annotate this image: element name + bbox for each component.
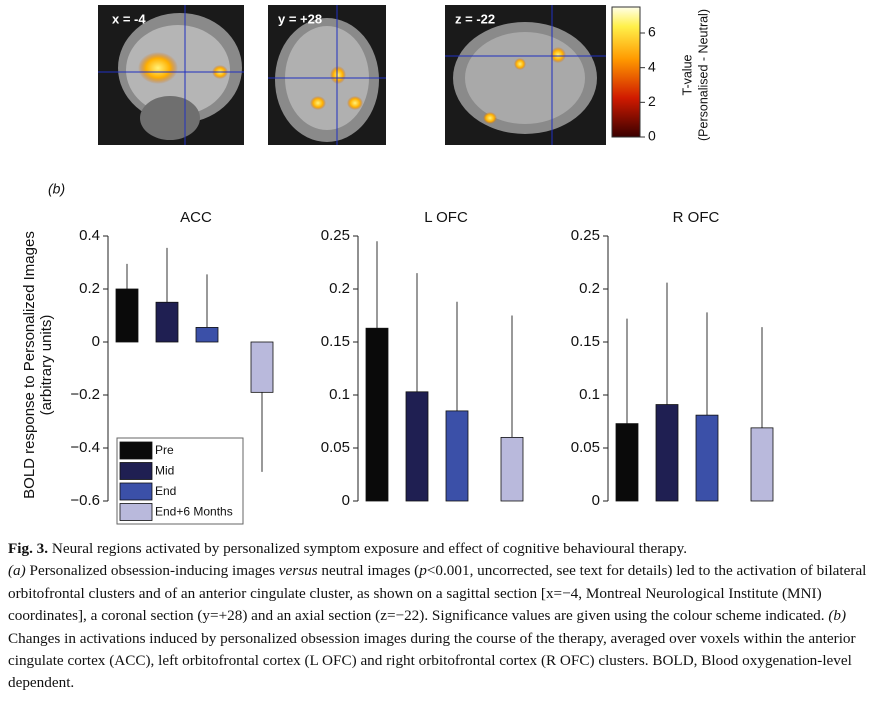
figure: x = -4 y = +28 z = -22 T-value (Personal… [21,5,774,525]
bar [695,414,719,502]
caption: Fig. 3. Neural regions activated by pers… [8,538,874,695]
caption-text: neutral images ( [317,562,420,580]
caption-title: Fig. 3. Neural regions activated by pers… [8,538,874,560]
y-tick-label: 0 [592,492,600,509]
y-axis-label: (arbitrary units) [38,315,55,416]
slice-label: y = +28 [278,11,322,26]
y-tick-label: 0 [92,333,100,350]
y-tick-label: 0.1 [329,386,350,403]
bar [115,288,139,343]
y-tick-label: 0.05 [321,439,350,456]
legend-swatch [119,503,153,521]
bar [195,327,219,343]
colorbar-tick-label: 2 [648,93,656,109]
caption-text: Changes in activations induced by person… [8,629,856,692]
slice-label: z = -22 [455,11,495,26]
bar [365,327,389,502]
caption-text: versus [278,562,318,580]
bar [500,436,524,502]
y-tick-label: 0.15 [321,333,350,350]
y-tick-label: −0.4 [70,439,100,456]
coronal-slice: y = +28 [268,5,386,145]
caption-body: (a) Personalized obsession-inducing imag… [8,560,874,694]
caption-title-text: Neural regions activated by personalized… [51,540,687,557]
bar [750,427,774,502]
y-tick-label: 0.2 [79,280,100,297]
y-axis-label: BOLD response to Personalized Images [21,231,38,499]
legend-swatch [119,482,153,501]
caption-text: (b) [828,607,847,625]
chart-title: L OFC [424,209,468,226]
legend-swatch [119,441,153,460]
axial-slice: z = -22 [445,5,606,145]
chart-title: ACC [180,209,212,226]
panel-label: (b) [48,181,65,197]
bar [250,341,274,393]
y-tick-label: 0.2 [579,280,600,297]
colorbar-label: T-value [680,54,694,95]
y-tick-label: 0.1 [579,386,600,403]
y-tick-label: 0.05 [571,439,600,456]
caption-text: p [419,562,427,580]
y-tick-label: 0.15 [571,333,600,350]
legend-label: End+6 Months [155,505,233,519]
legend-label: Mid [155,464,174,478]
colorbar-tick-label: 6 [648,24,656,40]
y-tick-label: 0.4 [79,227,100,244]
bar [615,423,639,502]
y-tick-label: 0 [342,492,350,509]
caption-text: (a) [8,562,26,580]
legend-label: End [155,484,176,498]
colorbar [611,6,641,138]
legend-swatch [119,462,153,480]
colorbar-tick-label: 4 [648,58,656,74]
y-tick-label: 0.25 [321,227,350,244]
y-tick-label: −0.2 [70,386,100,403]
legend-label: Pre [155,443,174,457]
bar [155,301,179,343]
colorbar-tick-label: 0 [648,128,656,144]
y-tick-label: 0.25 [571,227,600,244]
y-tick-label: 0.2 [329,280,350,297]
sagittal-slice: x = -4 [98,5,244,145]
y-tick-label: −0.6 [70,492,100,509]
caption-text: Personalized obsession-inducing images [25,562,279,580]
caption-text: <0.001, uncorrected, see text for detail… [8,562,867,625]
bar [655,404,679,502]
chart-title: R OFC [673,209,720,226]
bar [445,410,469,502]
bar [405,391,429,502]
slice-label: x = -4 [112,11,146,26]
caption-label: Fig. 3. [8,540,49,557]
colorbar-label: (Personalised - Neutral) [696,9,710,141]
